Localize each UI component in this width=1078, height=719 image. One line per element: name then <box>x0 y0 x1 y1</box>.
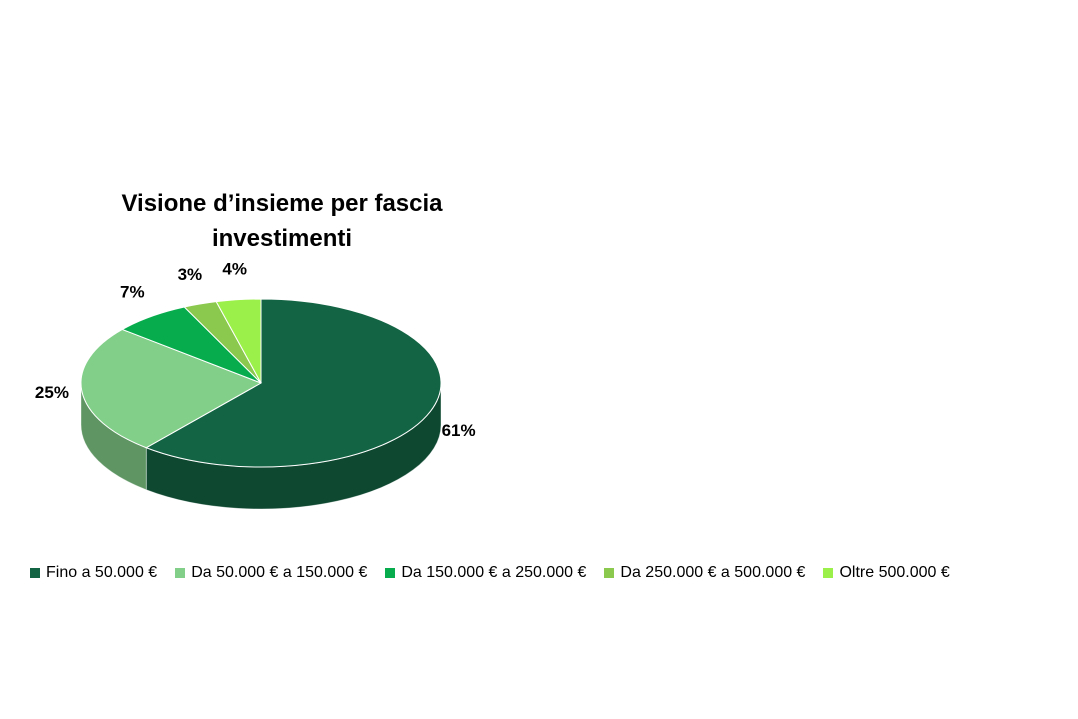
legend-item-3: Da 150.000 € a 250.000 € <box>385 564 586 582</box>
legend-swatch-4 <box>604 568 615 578</box>
legend-item-1: Fino a 50.000 € <box>30 564 157 582</box>
legend-label-1: Fino a 50.000 € <box>46 564 158 581</box>
chart-title-line-1: Visione d’insieme per fascia <box>121 190 443 217</box>
data-label-1: 61% <box>442 421 476 440</box>
legend-swatch-1 <box>30 568 40 578</box>
legend: Fino a 50.000 € Da 50.000 € a 150.000 € Da… <box>30 562 968 584</box>
pie-slice-1 <box>145 298 442 468</box>
chart-title-line-2: investimenti <box>211 225 353 252</box>
data-label-3: 7% <box>120 282 145 301</box>
legend-item-2: Da 50.000 € a 150.000 € <box>175 564 367 582</box>
legend-label-4: Da 250.000 € a 500.000 € <box>620 564 806 581</box>
data-label-4: 3% <box>178 265 203 284</box>
legend-item-5: Oltre 500.000 € <box>823 564 950 582</box>
pie-slice-5 <box>215 298 262 384</box>
legend-label-2: Da 50.000 € a 150.000 € <box>191 564 368 581</box>
legend-item-4: Da 250.000 € a 500.000 € <box>604 564 805 582</box>
legend-swatch-3 <box>385 568 396 578</box>
legend-label-3: Da 150.000 € a 250.000 € <box>401 564 587 581</box>
legend-swatch-2 <box>175 568 186 578</box>
legend-swatch-5 <box>823 568 834 578</box>
data-label-2: 25% <box>35 383 69 402</box>
pie-slice-2 <box>80 328 263 449</box>
legend-label-5: Oltre 500.000 € <box>839 564 950 581</box>
chart-title: Visione d’insieme per fascia investiment… <box>82 186 482 256</box>
data-label-5: 4% <box>222 259 247 278</box>
